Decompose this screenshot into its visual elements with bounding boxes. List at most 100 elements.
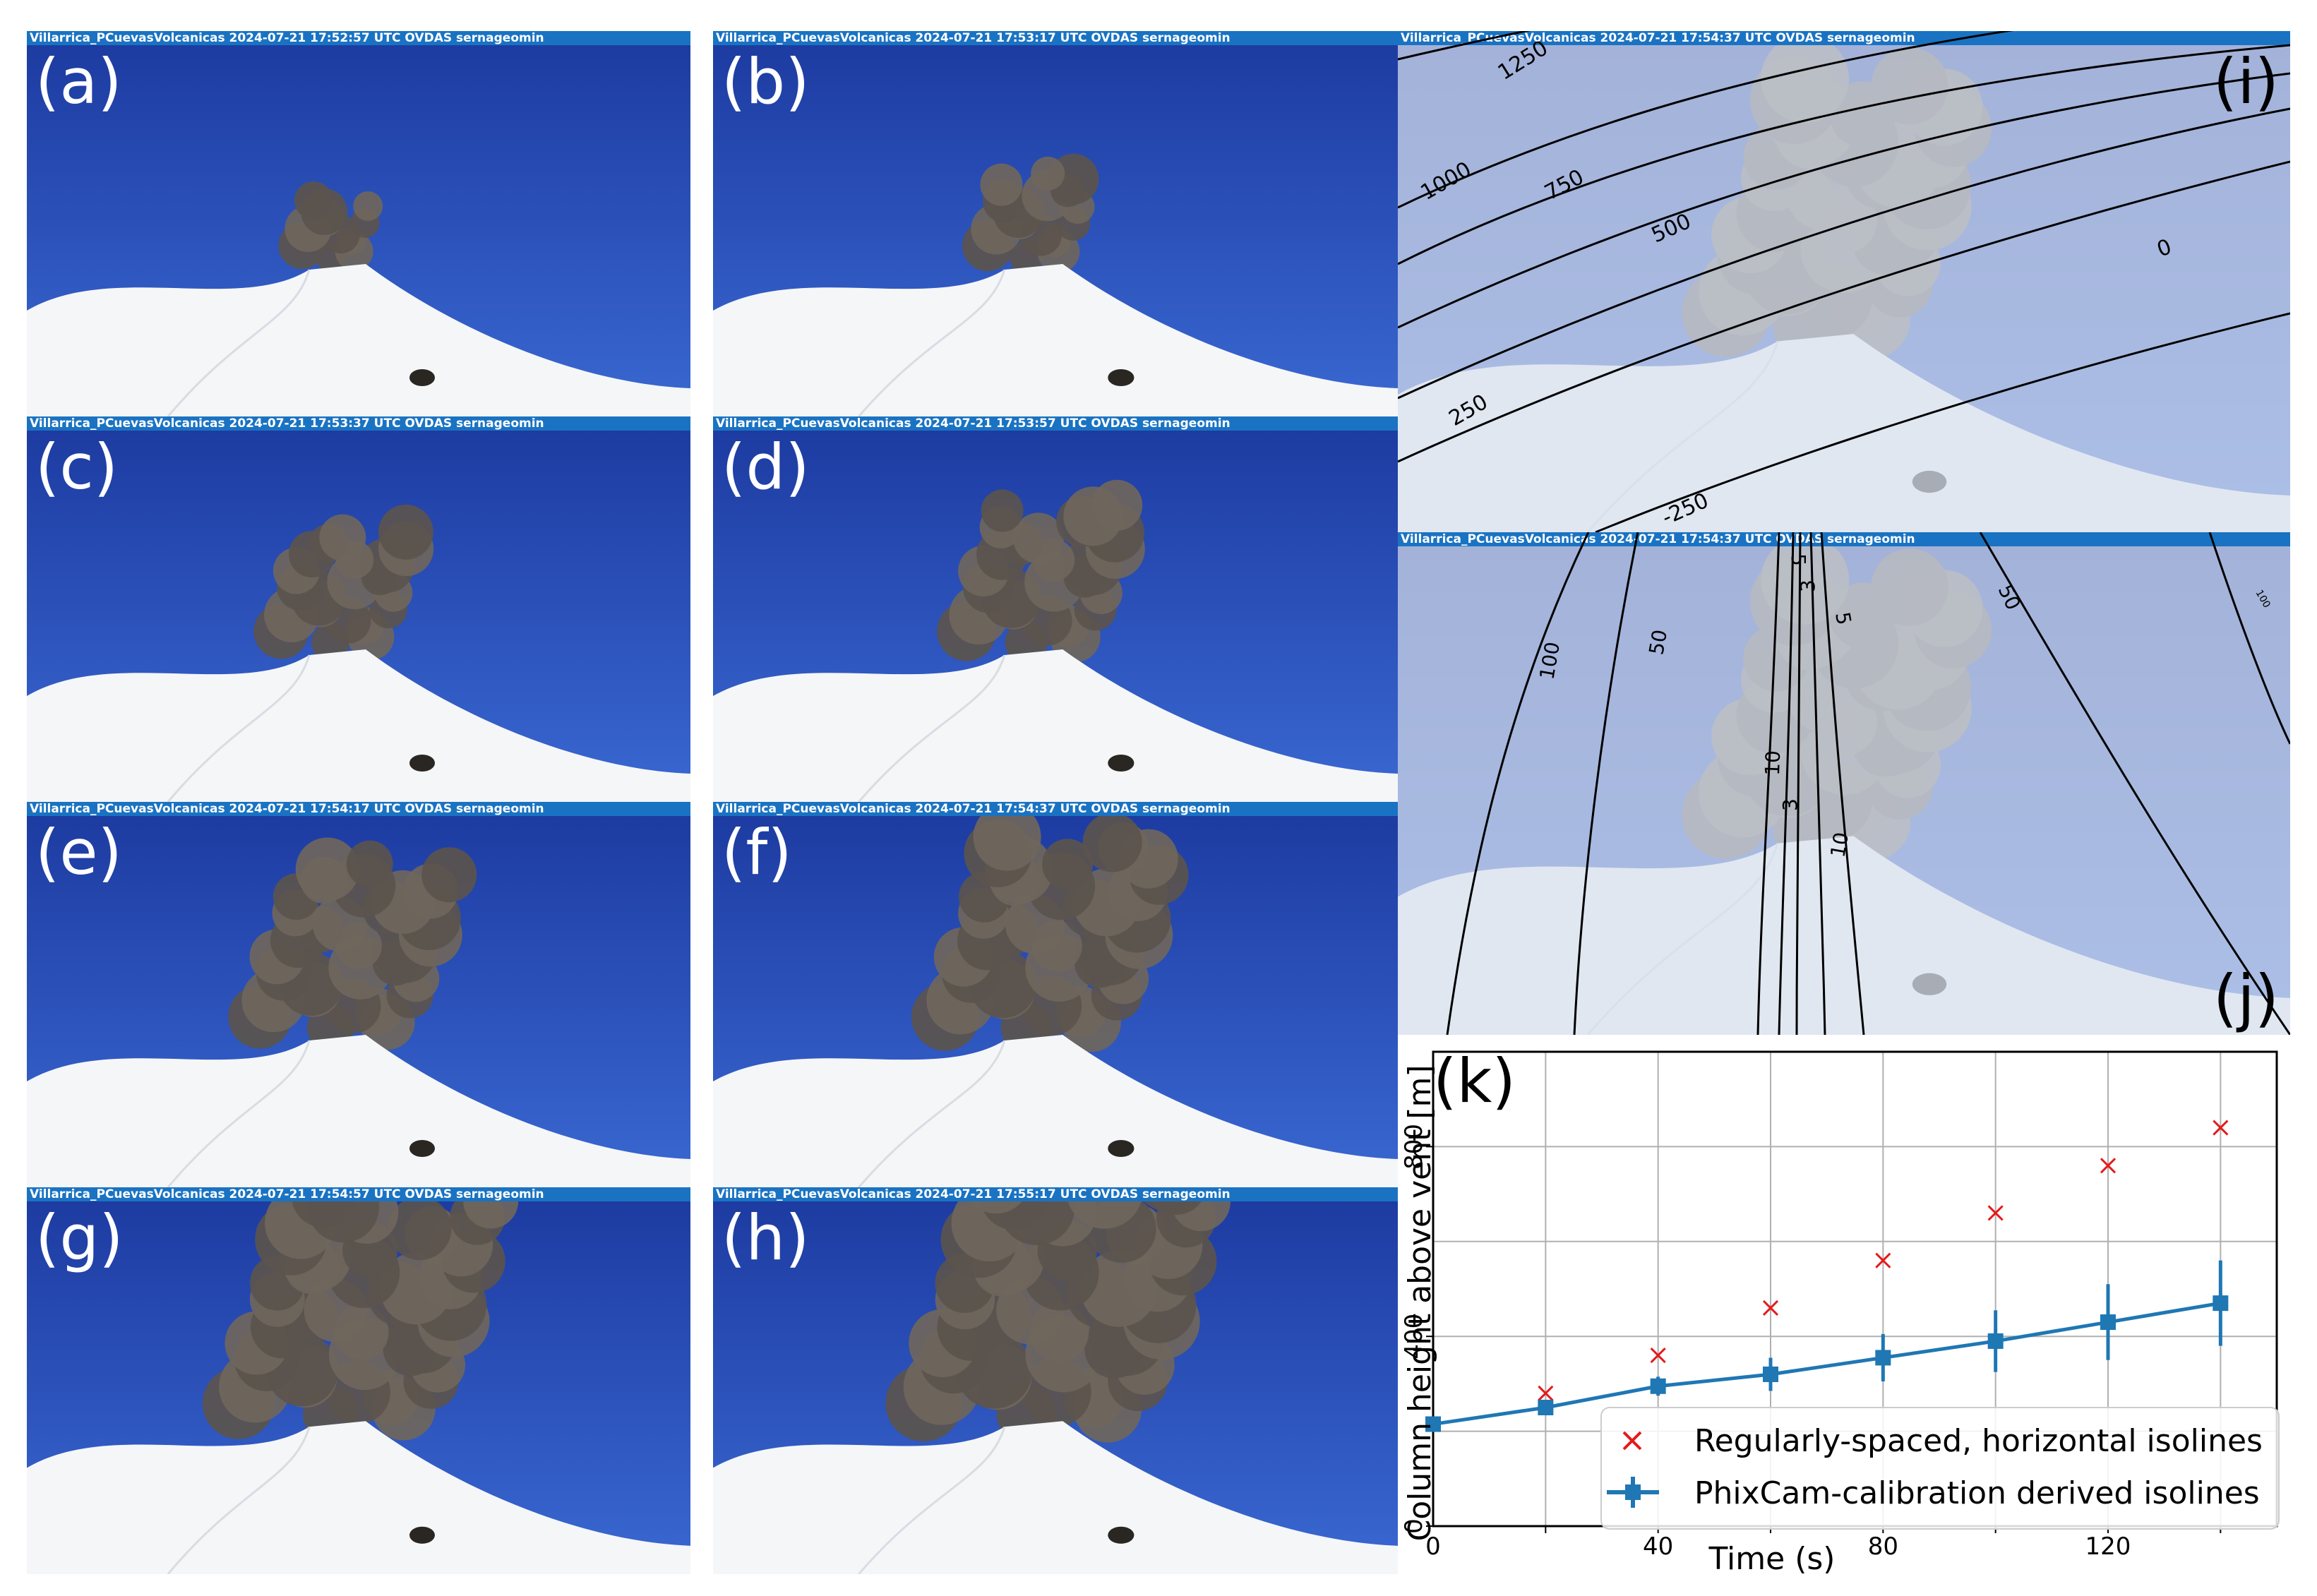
- volcano-cone: [713, 649, 1398, 802]
- y-tick-label: 800: [1400, 1124, 1428, 1170]
- column-height-chart: 0 40 80 120 0 400 800 (k) Time (s) Column heig…: [1398, 1035, 2290, 1596]
- panel-label: (e): [35, 816, 122, 889]
- volcano-scene: [1398, 532, 2290, 1035]
- volcano-cone: [713, 1035, 1398, 1187]
- panel-label: (i): [2213, 45, 2279, 118]
- y-tick-label: 400: [1400, 1314, 1428, 1360]
- volcano-scene: [713, 1187, 1398, 1574]
- x-tick-label: 120: [2085, 1532, 2131, 1561]
- panel-label: (g): [35, 1201, 124, 1274]
- volcano-scene: [713, 31, 1398, 416]
- legend-marker-line: [1607, 1477, 1659, 1508]
- regular-isoline-point: [1875, 1252, 1891, 1268]
- isoline-overlay: 1250 1000 750 500 0 250 -250: [1398, 31, 2290, 532]
- y-axis-label: Column height above vent [m]: [1402, 1064, 1438, 1541]
- legend-label-regular: Regularly-spaced, horizontal isolines: [1694, 1423, 2263, 1459]
- photo-panel-g: Villarrica_PCuevasVolcanicas 2024-07-21 …: [27, 1187, 690, 1574]
- camera-header: Villarrica_PCuevasVolcanicas 2024-07-21 …: [27, 802, 690, 816]
- ash-plume: [962, 153, 1099, 274]
- photo-panel-d: Villarrica_PCuevasVolcanicas 2024-07-21 …: [713, 416, 1398, 802]
- isoline-label: 50: [1644, 628, 1672, 656]
- isoline-label: 100: [2253, 588, 2273, 610]
- panel-label: (f): [722, 816, 792, 889]
- volcano-cone: [713, 1421, 1398, 1574]
- photo-panel-c: Villarrica_PCuevasVolcanicas 2024-07-21 …: [27, 416, 690, 802]
- isoline-label: 1000: [1417, 157, 1476, 205]
- regular-isoline-point: [2100, 1158, 2117, 1174]
- volcano-cone: [713, 264, 1398, 416]
- volcano-scene: [713, 416, 1398, 802]
- volcano-cone: [27, 1421, 690, 1574]
- axes: 0 40 80 120 0 400 800: [1400, 1050, 2278, 1561]
- isoline-label: 250: [1445, 390, 1492, 431]
- volcano-scene: [27, 802, 690, 1187]
- isoline-label: 0: [2154, 234, 2175, 262]
- camera-header: Villarrica_PCuevasVolcanicas 2024-07-21 …: [713, 802, 1398, 816]
- camera-header: Villarrica_PCuevasVolcanicas 2024-07-21 …: [27, 1187, 690, 1201]
- camera-header: Villarrica_PCuevasVolcanicas 2024-07-21 …: [1398, 532, 2290, 546]
- panel-label: (b): [722, 45, 810, 118]
- phixcam-point: [1425, 1416, 1441, 1432]
- camera-header: Villarrica_PCuevasVolcanicas 2024-07-21 …: [713, 1187, 1398, 1201]
- ash-plume: [202, 1187, 519, 1442]
- x-tick-label: 40: [1643, 1532, 1673, 1561]
- camera-header: Villarrica_PCuevasVolcanicas 2024-07-21 …: [1398, 31, 2290, 45]
- phixcam-point: [1763, 1366, 1778, 1382]
- isoline-label: 50: [1994, 581, 2025, 613]
- phixcam-point: [1987, 1333, 2004, 1349]
- camera-header: Villarrica_PCuevasVolcanicas 2024-07-21 …: [713, 416, 1398, 431]
- volcano-scene: [27, 1187, 690, 1574]
- phixcam-point: [1650, 1378, 1666, 1394]
- isoline-label: 3: [1796, 580, 1819, 592]
- isoline-label: 10: [1761, 750, 1785, 776]
- photo-panel-j: Villarrica_PCuevasVolcanicas 2024-07-21 …: [1398, 532, 2290, 1035]
- isoline-label: 5: [1831, 610, 1856, 626]
- isoline-label: 10: [1826, 830, 1853, 859]
- phixcam-point: [1875, 1350, 1891, 1366]
- camera-header: Villarrica_PCuevasVolcanicas 2024-07-21 …: [27, 416, 690, 431]
- legend-box: [1600, 1407, 2280, 1530]
- camera-header: Villarrica_PCuevasVolcanicas 2024-07-21 …: [713, 31, 1398, 45]
- phixcam-point: [2213, 1295, 2229, 1312]
- photo-panel-f: Villarrica_PCuevasVolcanicas 2024-07-21 …: [713, 802, 1398, 1187]
- volcano-scene: [1398, 31, 2290, 532]
- ash-plume: [228, 837, 477, 1051]
- photo-panel-b: Villarrica_PCuevasVolcanicas 2024-07-21 …: [713, 31, 1398, 416]
- photo-panel-a: Villarrica_PCuevasVolcanicas 2024-07-21 …: [27, 31, 690, 416]
- ash-plume: [278, 181, 383, 272]
- x-tick-label: 80: [1868, 1532, 1898, 1561]
- volcano-scene: [713, 802, 1398, 1187]
- regular-isoline-point: [2213, 1120, 2229, 1136]
- regular-isoline-point: [1650, 1348, 1666, 1364]
- camera-header: Villarrica_PCuevasVolcanicas 2024-07-21 …: [27, 31, 690, 45]
- legend-marker-x: [1622, 1431, 1642, 1451]
- series-layer: [1425, 1120, 2229, 1432]
- isoline-overlay: 100 50 10 5 3 3 5 10 50 100: [1446, 532, 2290, 1035]
- panel-label: (a): [35, 45, 122, 118]
- photo-panel-h: Villarrica_PCuevasVolcanicas 2024-07-21 …: [713, 1187, 1398, 1574]
- photo-panel-e: Villarrica_PCuevasVolcanicas 2024-07-21 …: [27, 802, 690, 1187]
- x-tick-label: 0: [1425, 1532, 1441, 1561]
- panel-label: (k): [1433, 1046, 1516, 1117]
- volcano-scene: [27, 416, 690, 802]
- phixcam-point: [1538, 1400, 1554, 1415]
- isoline-label: -250: [1658, 488, 1712, 531]
- x-axis-label: Time (s): [1708, 1541, 1836, 1577]
- panel-label: (c): [35, 431, 119, 503]
- isoline-label: 5: [1787, 553, 1810, 566]
- regular-isoline-point: [1538, 1385, 1554, 1401]
- panel-label: (d): [722, 431, 810, 503]
- y-tick-label: 0: [1400, 1518, 1428, 1534]
- panel-label: (h): [722, 1201, 810, 1274]
- ash-plume: [937, 479, 1145, 664]
- phixcam-series-line: [1432, 1301, 2221, 1426]
- volcano-cone: [27, 649, 690, 802]
- volcano-scene: [27, 31, 690, 416]
- phixcam-point: [2100, 1314, 2116, 1331]
- legend-label-phixcam: PhixCam-calibration derived isolines: [1694, 1475, 2260, 1511]
- regular-isoline-point: [1762, 1300, 1779, 1316]
- ash-plume: [885, 1187, 1231, 1444]
- legend: Regularly-spaced, horizontal isolines Ph…: [1600, 1407, 2280, 1530]
- regular-isoline-point: [1987, 1205, 2004, 1221]
- panel-label: (j): [2213, 961, 2279, 1034]
